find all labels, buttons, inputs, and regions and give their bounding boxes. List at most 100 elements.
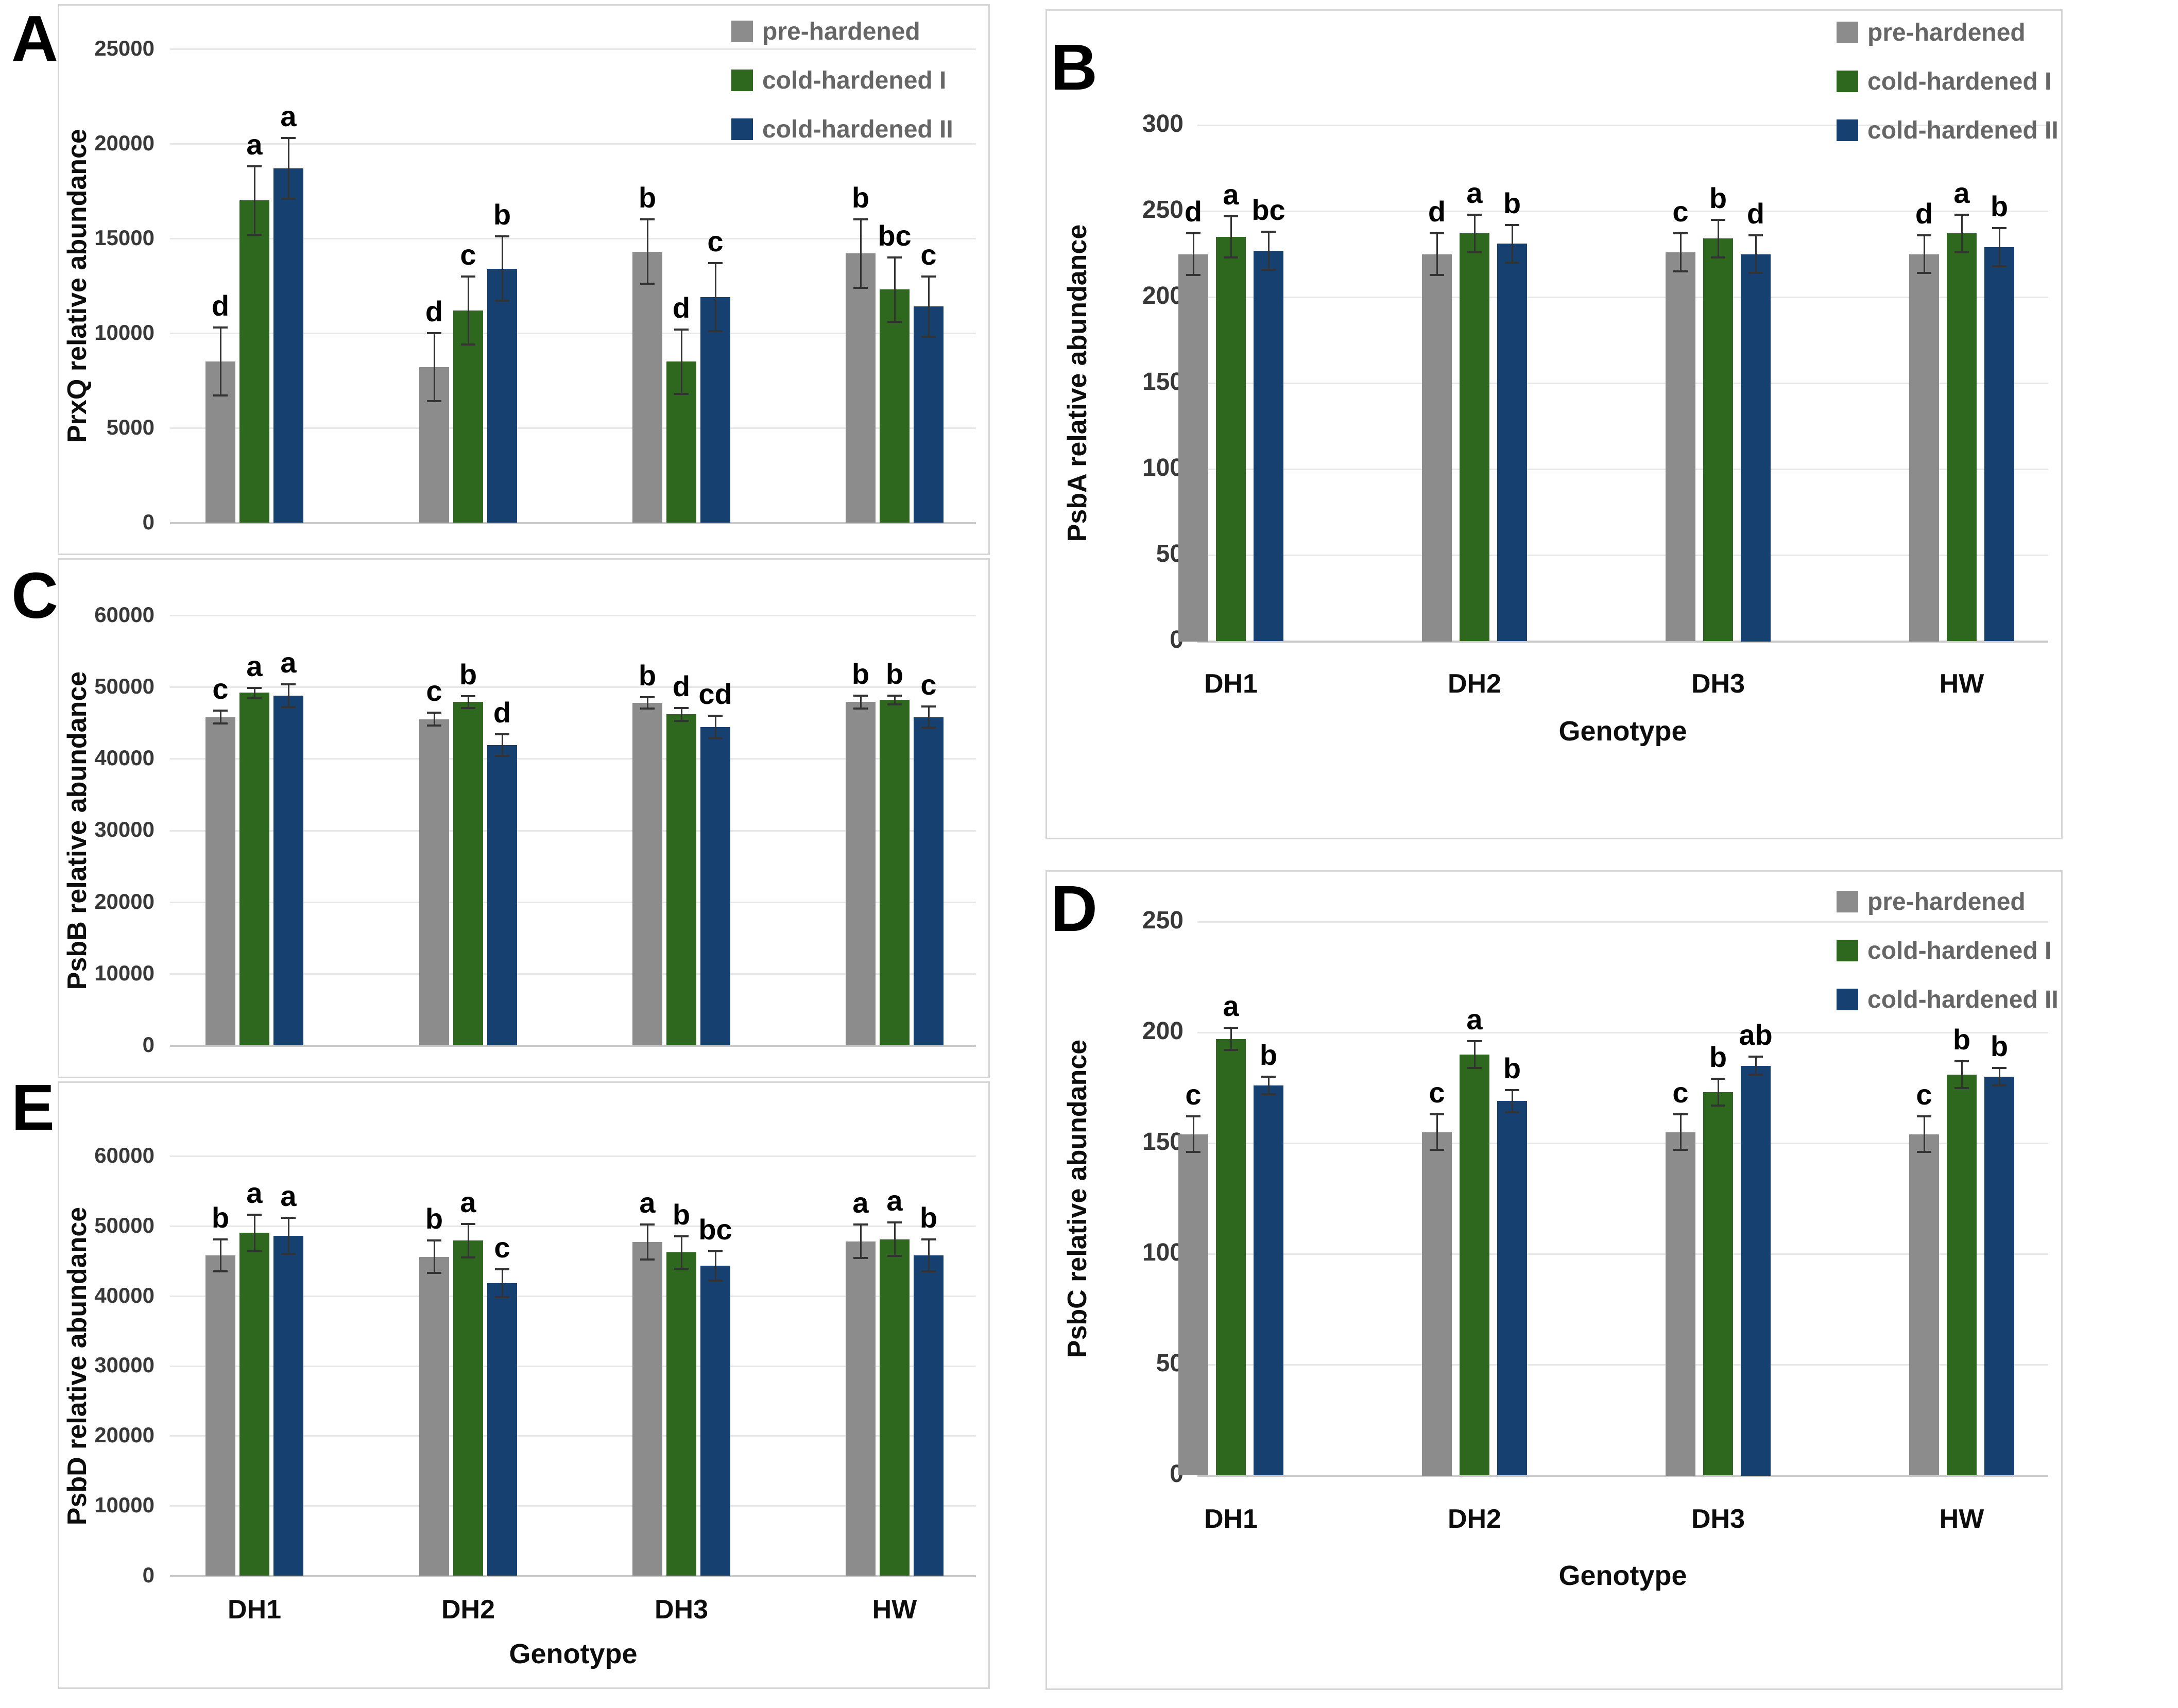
panel-C-y-tick-label: 40000: [94, 746, 155, 770]
significance-letter: a: [852, 1186, 869, 1219]
error-bar-cap: [640, 283, 655, 285]
error-bar: [860, 696, 862, 709]
bar-E-DH1-s1: [239, 1233, 269, 1576]
legend-swatch-cold-hardened-II: [1837, 989, 1858, 1010]
legend-label: cold-hardened II: [1867, 117, 2059, 144]
error-bar-cap: [213, 722, 228, 724]
bar-C-DH3-s0: [632, 703, 662, 1045]
error-bar: [894, 696, 896, 704]
legend-swatch-pre-hardened: [1837, 891, 1858, 912]
error-bar-cap: [281, 137, 296, 139]
legend-label: cold-hardened II: [762, 116, 953, 143]
bar-E-DH3-s1: [666, 1252, 696, 1576]
error-bar-cap: [1261, 1093, 1276, 1095]
x-axis-title: Genotype: [1558, 1560, 1687, 1591]
legend-swatch-cold-hardened-I: [731, 70, 753, 91]
error-bar: [434, 1240, 435, 1272]
significance-letter: a: [246, 650, 263, 682]
bar-D-HW-s1: [1947, 1075, 1977, 1475]
significance-letter: a: [1223, 178, 1239, 211]
error-bar-cap: [1505, 1089, 1519, 1091]
significance-letter: a: [280, 1180, 297, 1212]
bar-C-DH1-s0: [205, 717, 235, 1045]
error-bar: [1999, 228, 2000, 266]
error-bar-cap: [1954, 1087, 1969, 1089]
error-bar-cap: [1917, 1115, 1931, 1117]
bar-E-DH3-s2: [700, 1266, 730, 1576]
error-bar-cap: [1748, 1074, 1763, 1076]
significance-letter: bc: [1251, 194, 1285, 226]
significance-letter: a: [460, 1186, 476, 1218]
bar-B-DH1-s1: [1216, 237, 1246, 641]
bar-B-DH3-s2: [1741, 254, 1771, 642]
bar-C-DH1-s1: [239, 693, 269, 1045]
error-bar-cap: [461, 707, 475, 709]
x-tick-label-DH2: DH2: [441, 1595, 495, 1625]
error-bar: [1961, 1061, 1963, 1088]
error-bar-cap: [495, 1296, 509, 1298]
error-bar-cap: [427, 400, 441, 402]
bar-D-DH2-s0: [1422, 1132, 1452, 1476]
significance-letter: b: [493, 198, 511, 231]
significance-letter: b: [885, 658, 904, 690]
significance-letter: b: [1990, 1030, 2009, 1062]
bar-D-DH2-s2: [1497, 1101, 1527, 1475]
panel-E-y-tick-label: 20000: [94, 1423, 155, 1447]
error-bar-cap: [495, 300, 509, 302]
panel-D-letter: D: [1051, 872, 1097, 945]
panel-A-gridline: [170, 427, 976, 429]
error-bar: [1230, 1028, 1232, 1050]
panel-B-y-tick-label: 250: [1142, 196, 1184, 223]
error-bar: [894, 1222, 896, 1256]
error-bar-cap: [921, 1270, 936, 1272]
error-bar-cap: [427, 712, 441, 714]
bar-A-DH3-s2: [700, 297, 730, 523]
error-bar-cap: [1261, 269, 1276, 271]
significance-letter: b: [1709, 1041, 1727, 1073]
significance-letter: d: [1184, 195, 1203, 228]
significance-letter: c: [920, 238, 937, 271]
bar-E-DH2-s0: [419, 1257, 449, 1576]
error-bar-cap: [1430, 1149, 1444, 1151]
error-bar: [1193, 233, 1194, 274]
legend-label: cold-hardened II: [1867, 986, 2059, 1013]
panel-D-y-tick-label: 250: [1142, 907, 1184, 934]
bar-D-DH1-s1: [1216, 1039, 1246, 1475]
error-bar-cap: [1467, 214, 1482, 216]
legend-swatch-cold-hardened-II: [731, 118, 753, 140]
panel-E-gridline: [170, 1435, 976, 1437]
error-bar-cap: [1917, 272, 1931, 274]
significance-letter: c: [460, 238, 476, 271]
error-bar: [715, 1251, 716, 1281]
panel-A-y-tick-label: 0: [142, 510, 155, 534]
significance-letter: b: [638, 659, 657, 692]
error-bar-cap: [461, 1256, 475, 1258]
panel-B-y-tick-label: 150: [1142, 368, 1184, 395]
error-bar-cap: [674, 1268, 689, 1270]
panel-A-gridline: [170, 333, 976, 334]
significance-letter: d: [1915, 197, 1933, 230]
error-bar-cap: [461, 275, 475, 278]
error-bar: [502, 734, 503, 756]
significance-letter: d: [672, 670, 691, 702]
error-bar-cap: [1992, 1067, 2006, 1069]
panel-E-gridline: [170, 1155, 976, 1157]
bar-D-DH1-s0: [1178, 1134, 1208, 1475]
error-bar: [928, 277, 930, 337]
error-bar-cap: [921, 727, 936, 729]
error-bar: [1230, 216, 1232, 257]
panel-C-gridline: [170, 758, 976, 760]
error-bar: [1924, 1116, 1925, 1152]
panel-C-gridline: [170, 686, 976, 688]
error-bar-cap: [495, 235, 509, 237]
bar-E-DH1-s2: [273, 1236, 303, 1576]
significance-letter: a: [280, 646, 297, 679]
panel-E-gridline: [170, 1226, 976, 1227]
error-bar-cap: [1954, 251, 1969, 253]
error-bar: [254, 166, 255, 234]
panel-D-card: [1045, 870, 2063, 1690]
panel-D-y-tick-label: 100: [1142, 1239, 1184, 1266]
significance-letter: b: [851, 658, 870, 690]
error-bar: [647, 697, 648, 709]
error-bar: [220, 327, 221, 395]
